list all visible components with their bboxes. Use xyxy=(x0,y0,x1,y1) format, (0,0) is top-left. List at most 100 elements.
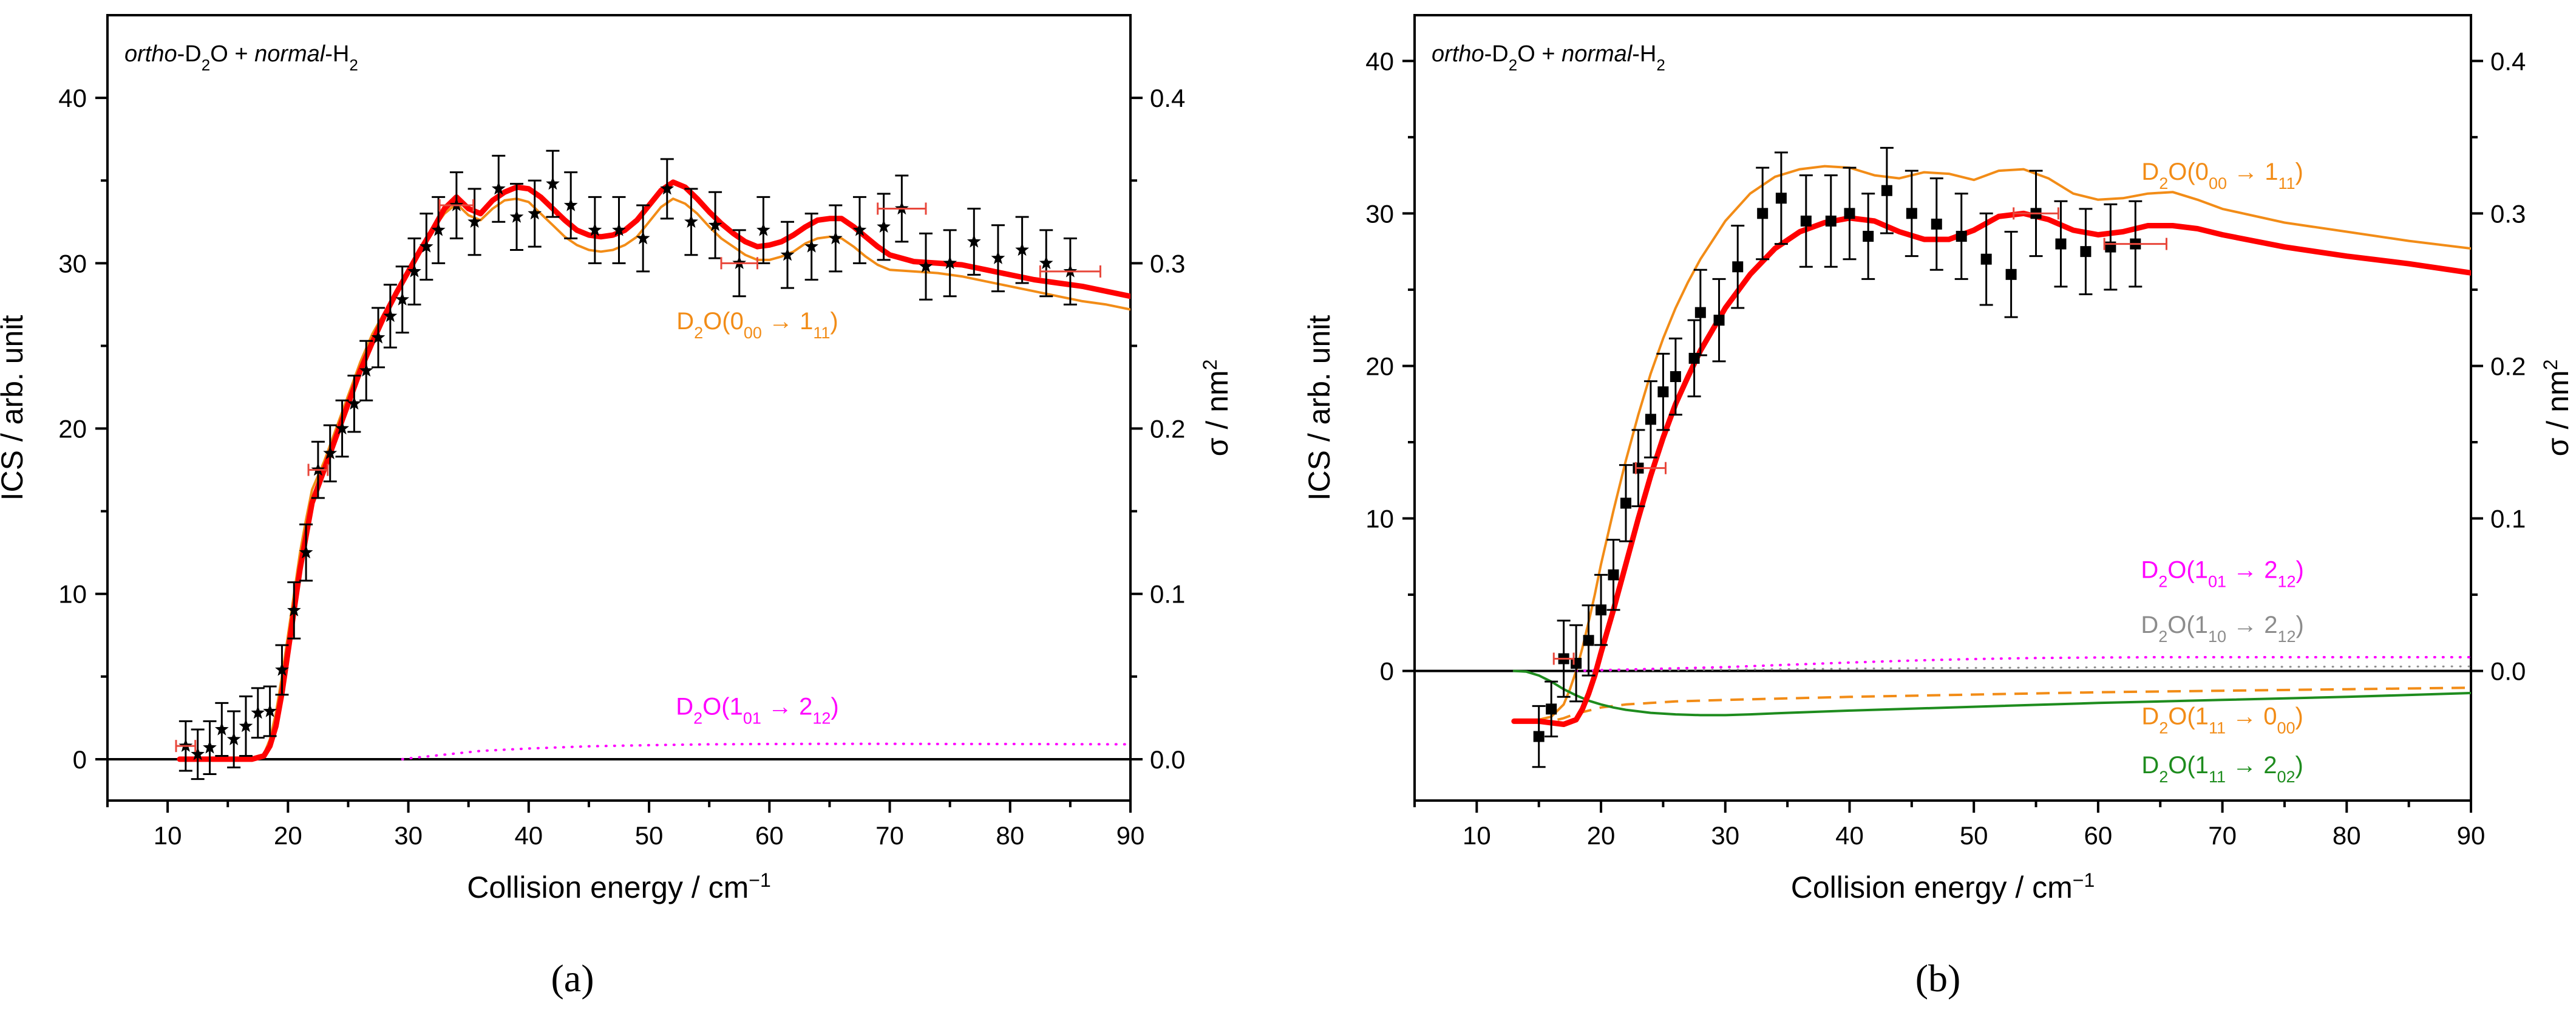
data-point-star xyxy=(383,309,398,323)
text-run: 2 xyxy=(2158,627,2167,646)
data-point-star xyxy=(780,247,795,261)
text-run: O(1 xyxy=(702,693,743,720)
data-point-square xyxy=(1956,231,1967,242)
x-tick-label: 20 xyxy=(274,821,302,850)
data-point-star xyxy=(509,210,524,223)
text-run: 12 xyxy=(2277,572,2296,590)
data-point-square xyxy=(1931,218,1942,230)
text-run: ) xyxy=(2296,752,2303,779)
data-point-square xyxy=(1906,208,1917,219)
text-run: ) xyxy=(831,693,838,720)
data-point-square xyxy=(1657,386,1669,398)
x-tick-label: 90 xyxy=(2457,821,2486,850)
text-run: O + xyxy=(1517,41,1562,67)
data-point-star xyxy=(251,705,265,719)
y2-tick-label: 0.0 xyxy=(2490,657,2526,686)
text-run: 11 xyxy=(2278,174,2295,193)
data-point-square xyxy=(1980,253,1992,265)
text-run: normal xyxy=(1562,41,1633,67)
y2-tick-label: 0.2 xyxy=(1150,415,1185,443)
data-point-square xyxy=(1800,215,1812,227)
text-run: → 1 xyxy=(2227,159,2278,185)
text-run: → 2 xyxy=(2226,612,2277,638)
x-tick-label: 20 xyxy=(1587,821,1616,850)
data-point-star xyxy=(852,222,867,236)
text-run: O + xyxy=(210,41,254,67)
series-line-d2o-1-01-2-12- xyxy=(401,742,1130,760)
text-run: D xyxy=(2141,556,2158,583)
label-1-10-2-12: D2O(110 → 212) xyxy=(2141,612,2304,646)
x-tick-label: 50 xyxy=(1960,821,1988,850)
y-ticks: 0 10 20 30 40 xyxy=(1365,47,1415,686)
data-point-star xyxy=(919,259,933,273)
y2-tick-label: 0.4 xyxy=(1150,84,1185,112)
data-point-star xyxy=(684,214,698,228)
y-axis-label: ICS / arb. unit xyxy=(0,315,29,501)
text-run: 2 xyxy=(2159,719,2168,737)
text-run: 2 xyxy=(1509,56,1517,74)
plot-title: ortho-D2O + normal-H2 xyxy=(1432,41,1665,74)
x-tick-label: 80 xyxy=(996,821,1024,850)
text-run: D xyxy=(676,308,694,335)
data-point-star xyxy=(660,181,675,195)
text-run: 2 xyxy=(2159,174,2168,193)
data-point-star xyxy=(636,231,650,245)
text-run: 00 xyxy=(2277,719,2295,737)
data-point-star xyxy=(226,732,241,745)
y2-tick-label: 0.3 xyxy=(1150,249,1185,278)
y2-tick-label: 0.4 xyxy=(2490,47,2526,75)
y2-tick-label: 0.2 xyxy=(2490,352,2526,380)
energy-spread-bars xyxy=(175,199,1101,753)
label-1-11-0-00: D2O(111 → 000) xyxy=(2141,703,2303,737)
text-run: D xyxy=(2141,703,2159,729)
text-run: 00 xyxy=(2209,174,2227,193)
data-point-square xyxy=(1583,635,1594,646)
data-point-star xyxy=(1039,256,1053,269)
text-run: ) xyxy=(2296,612,2304,638)
energy-spread-bars xyxy=(1552,207,2167,665)
y-tick-label: 20 xyxy=(58,415,87,443)
data-point-star xyxy=(563,198,578,211)
y2-tick-label: 0.0 xyxy=(1150,745,1185,774)
data-point-star xyxy=(546,176,560,190)
y2-ticks: 0.0 0.1 0.2 0.3 0.4 xyxy=(2471,47,2526,686)
data-point-square xyxy=(1596,604,1607,616)
y-tick-label: 0 xyxy=(73,745,87,774)
y-tick-label: 0 xyxy=(1380,657,1394,686)
text-run: 2 xyxy=(1199,360,1221,371)
series-line-total-theory-red xyxy=(177,179,1130,762)
data-point-square xyxy=(1645,414,1656,425)
y-tick-label: 30 xyxy=(1365,199,1394,228)
data-point-square xyxy=(1713,315,1725,326)
x-ticks: 10 20 30 40 50 60 70 80 90 xyxy=(1413,801,2486,850)
data-point-star xyxy=(828,231,843,245)
series-line-total-theory-red xyxy=(1511,210,2471,727)
text-run: D xyxy=(2141,752,2159,779)
text-run: → 1 xyxy=(762,308,813,335)
text-run: 00 xyxy=(744,324,762,342)
text-run: 12 xyxy=(812,709,831,727)
y-tick-label: 40 xyxy=(1365,47,1394,75)
label-0-0-1-11: D2O(000 → 111) xyxy=(676,308,838,342)
x-tick-label: 80 xyxy=(2333,821,2361,850)
text-run: O(1 xyxy=(2167,612,2208,638)
data-point-square xyxy=(2005,268,2017,280)
series-line-d2o-0-00-1-11- xyxy=(1512,165,2471,721)
text-run: D xyxy=(676,693,693,720)
data-point-star xyxy=(407,264,421,278)
series-line-d2o-1-10-2-12- xyxy=(1575,665,2471,672)
text-run: 01 xyxy=(743,709,761,727)
x-tick-label: 60 xyxy=(2084,821,2113,850)
label-0-0-1-11: D2O(000 → 111) xyxy=(2141,159,2303,193)
data-point-square xyxy=(1863,231,1874,242)
data-point-star xyxy=(491,181,506,195)
data-point-square xyxy=(1533,731,1545,742)
y2-tick-label: 0.1 xyxy=(2490,505,2526,533)
series-line-d2o-1-01-2-12- xyxy=(1575,656,2471,672)
data-point-square xyxy=(2055,238,2067,250)
data-point-star xyxy=(877,219,891,233)
experiment-points xyxy=(1532,146,2143,768)
x-tick-label: 30 xyxy=(1711,821,1739,850)
text-run: → 2 xyxy=(2226,752,2277,779)
